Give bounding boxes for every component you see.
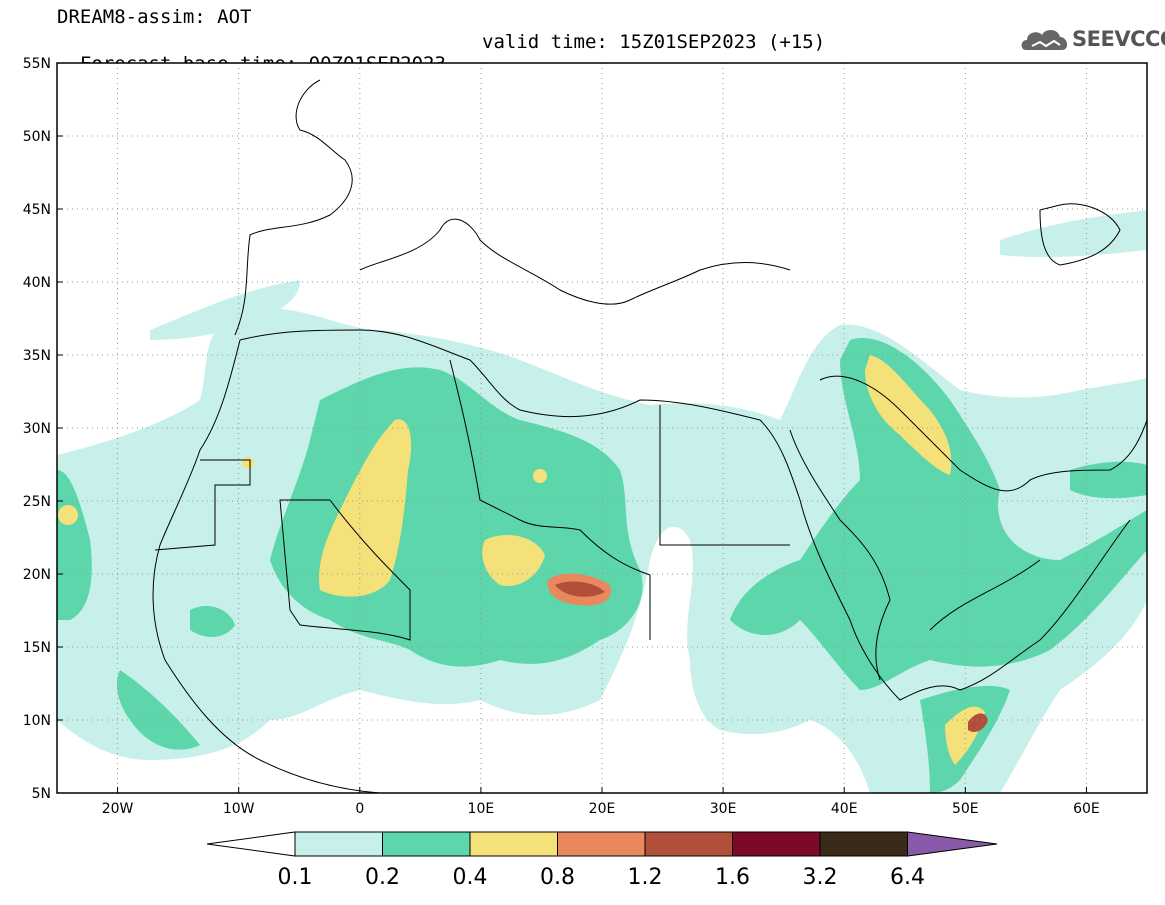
aot-colorbar: 0.1 0.2 0.4 0.8 1.2 1.6 3.2 6.4 (206, 831, 998, 890)
lon-label-60E: 60E (1073, 801, 1100, 817)
latitude-labels: 55N 50N 45N 40N 35N 30N 25N 20N 15N 10N 5N (23, 56, 51, 802)
lat-label-10N: 10N (23, 713, 51, 729)
valid-time-label: valid time: 15Z01SEP2023 (+15) (482, 31, 826, 53)
map-grid (57, 63, 1147, 793)
colorbar-level-0.4: 0.4 (453, 865, 488, 890)
lon-label-0: 0 (355, 801, 364, 817)
colorbar-level-1.2: 1.2 (628, 865, 663, 890)
lon-label-40E: 40E (831, 801, 858, 817)
lat-label-20N: 20N (23, 567, 51, 583)
colorbar-level-0.1: 0.1 (278, 865, 313, 890)
colorbar-swatch-4 (557, 831, 646, 857)
lon-label-30E: 30E (710, 801, 737, 817)
lon-label-20E: 20E (589, 801, 616, 817)
colorbar-swatch-3 (469, 831, 558, 857)
lon-label-50E: 50E (952, 801, 979, 817)
colorbar-level-3.2: 3.2 (803, 865, 838, 890)
colorbar-level-0.8: 0.8 (540, 865, 575, 890)
lat-label-50N: 50N (23, 129, 51, 145)
lat-label-55N: 55N (23, 56, 51, 72)
lat-label-30N: 30N (23, 421, 51, 437)
axis-ticks (57, 62, 1087, 794)
lon-label-10W: 10W (223, 801, 255, 817)
map-title: DREAM8-assim: AOT (57, 6, 252, 28)
colorbar-swatch-6 (732, 831, 821, 857)
seevccc-logo: SEEVCCC (1018, 22, 1165, 58)
aot-band-1.2-somalia (968, 713, 988, 732)
colorbar-over-arrow (907, 831, 998, 857)
colorbar-swatch-1 (294, 831, 383, 857)
lat-label-25N: 25N (23, 494, 51, 510)
aot-band-1.2 (555, 581, 605, 597)
longitude-labels: 20W 10W 0 10E 20E 30E 40E 50E 60E (102, 801, 1100, 817)
lat-label-35N: 35N (23, 348, 51, 364)
colorbar-swatch-5 (644, 831, 733, 857)
coastlines (152, 79, 1147, 793)
aot-band-0.2 (57, 338, 1147, 793)
colorbar-swatch-7 (819, 831, 908, 857)
lat-label-40N: 40N (23, 275, 51, 291)
aot-band-0.4 (58, 355, 985, 765)
colorbar-level-1.6: 1.6 (715, 865, 750, 890)
colorbar-level-0.2: 0.2 (365, 865, 400, 890)
colorbar-level-6.4: 6.4 (890, 865, 925, 890)
lon-label-20W: 20W (102, 801, 134, 817)
lon-label-10E: 10E (468, 801, 495, 817)
colorbar-swatch-2 (382, 831, 471, 857)
colorbar-under-arrow (206, 831, 296, 857)
cloud-icon (1021, 29, 1068, 50)
lat-label-45N: 45N (23, 202, 51, 218)
lat-label-15N: 15N (23, 640, 51, 656)
lat-label-5N: 5N (32, 786, 51, 802)
logo-text: SEEVCCC (1072, 27, 1165, 51)
